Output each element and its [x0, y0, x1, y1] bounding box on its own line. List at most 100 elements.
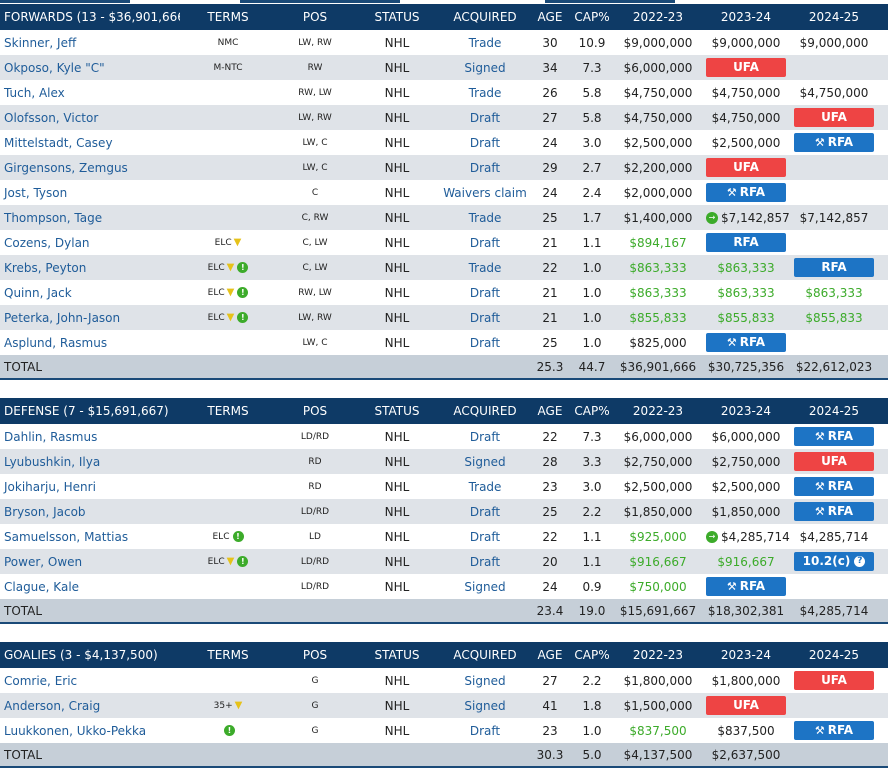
rfa-badge[interactable]: ⚒ RFA	[794, 133, 874, 152]
player-name-link[interactable]: Peterka, John-Jason	[4, 310, 121, 325]
ufa-badge[interactable]: UFA	[706, 158, 786, 177]
header-status[interactable]: STATUS	[374, 648, 420, 662]
rfa-badge[interactable]: ⚒ RFA	[794, 502, 874, 521]
rfa-badge[interactable]: ⚒ RFA	[794, 477, 874, 496]
header-2023-24[interactable]: 2023-24	[720, 648, 772, 662]
header-status[interactable]: STATUS	[374, 10, 420, 24]
header-2024-25[interactable]: 2024-25	[808, 10, 860, 24]
player-name-link[interactable]: Olofsson, Victor	[4, 110, 99, 125]
header-terms[interactable]: TERMS	[207, 404, 249, 418]
ufa-badge[interactable]: UFA	[706, 58, 786, 77]
ufa-badge[interactable]: UFA	[794, 452, 874, 471]
acquired-link[interactable]: Draft	[469, 285, 501, 300]
player-name-link[interactable]: Thompson, Tage	[4, 210, 103, 225]
acquired-link[interactable]: Signed	[464, 60, 506, 75]
question-icon[interactable]: ?	[854, 556, 866, 567]
player-name-link[interactable]: Krebs, Peyton	[4, 260, 87, 275]
acquired-link[interactable]: Draft	[469, 160, 501, 175]
ufa-badge[interactable]: UFA	[794, 108, 874, 127]
player-name-link[interactable]: Anderson, Craig	[4, 698, 101, 713]
player-name-link[interactable]: Comrie, Eric	[4, 673, 78, 688]
rfa-badge[interactable]: RFA	[794, 258, 874, 277]
header-acquired[interactable]: ACQUIRED	[453, 10, 517, 24]
acquired-link[interactable]: Trade	[468, 260, 502, 275]
header-2023-24[interactable]: 2023-24	[720, 404, 772, 418]
acquired-link[interactable]: Trade	[468, 210, 502, 225]
header-status[interactable]: STATUS	[374, 404, 420, 418]
acquired-link[interactable]: Draft	[469, 554, 501, 569]
acquired-link[interactable]: Draft	[469, 529, 501, 544]
header-2022-23[interactable]: 2022-23	[632, 10, 684, 24]
player-name-link[interactable]: Jokiharju, Henri	[4, 479, 96, 494]
info-dot-icon[interactable]: !	[237, 556, 249, 567]
acquired-link[interactable]: Draft	[469, 310, 501, 325]
info-dot-icon[interactable]: !	[224, 725, 235, 736]
trophy-icon[interactable]: ▼	[226, 556, 235, 567]
header-pos[interactable]: POS	[302, 648, 328, 662]
player-name-link[interactable]: Jost, Tyson	[4, 185, 68, 200]
acquired-link[interactable]: Signed	[464, 454, 506, 469]
trophy-icon[interactable]: ▼	[234, 700, 243, 711]
player-name-link[interactable]: Quinn, Jack	[4, 285, 72, 300]
player-name-link[interactable]: Girgensons, Zemgus	[4, 160, 128, 175]
acquired-link[interactable]: Waivers claim	[443, 185, 527, 200]
ufa-badge[interactable]: UFA	[794, 671, 874, 690]
acquired-link[interactable]: Draft	[469, 504, 501, 519]
info-dot-icon[interactable]: !	[237, 287, 249, 298]
header-2023-24[interactable]: 2023-24	[720, 10, 772, 24]
header-cap[interactable]: CAP%	[574, 10, 610, 24]
acquired-link[interactable]: Signed	[464, 579, 506, 594]
header-age[interactable]: AGE	[537, 10, 563, 24]
header-2022-23[interactable]: 2022-23	[632, 648, 684, 662]
header-cap[interactable]: CAP%	[574, 404, 610, 418]
header-terms[interactable]: TERMS	[207, 648, 249, 662]
rfa-badge[interactable]: ⚒ RFA	[706, 333, 786, 352]
header-pos[interactable]: POS	[302, 10, 328, 24]
player-name-link[interactable]: Mittelstadt, Casey	[4, 135, 113, 150]
trophy-icon[interactable]: ▼	[233, 237, 242, 248]
acquired-link[interactable]: Signed	[464, 673, 506, 688]
acquired-link[interactable]: Draft	[469, 135, 501, 150]
player-name-link[interactable]: Clague, Kale	[4, 579, 80, 594]
extension-arrow-icon[interactable]: →	[706, 531, 718, 543]
rfa-badge[interactable]: ⚒ RFA	[794, 721, 874, 740]
player-name-link[interactable]: Luukkonen, Ukko-Pekka	[4, 723, 147, 738]
rfa-badge[interactable]: ⚒ RFA	[706, 577, 786, 596]
acquired-link[interactable]: Draft	[469, 110, 501, 125]
rfa-badge[interactable]: ⚒ RFA	[706, 183, 786, 202]
header-age[interactable]: AGE	[537, 404, 563, 418]
player-name-link[interactable]: Skinner, Jeff	[4, 35, 77, 50]
header-2024-25[interactable]: 2024-25	[808, 404, 860, 418]
header-pos[interactable]: POS	[302, 404, 328, 418]
header-acquired[interactable]: ACQUIRED	[453, 404, 517, 418]
acquired-link[interactable]: Draft	[469, 429, 501, 444]
player-name-link[interactable]: Lyubushkin, Ilya	[4, 454, 101, 469]
acquired-link[interactable]: Signed	[464, 698, 506, 713]
player-name-link[interactable]: Samuelsson, Mattias	[4, 529, 129, 544]
player-name-link[interactable]: Okposo, Kyle "C"	[4, 60, 105, 75]
acquired-link[interactable]: Draft	[469, 723, 501, 738]
header-age[interactable]: AGE	[537, 648, 563, 662]
extension-arrow-icon[interactable]: →	[706, 212, 718, 224]
player-name-link[interactable]: Power, Owen	[4, 554, 83, 569]
info-badge[interactable]: 10.2(c)?	[794, 552, 874, 571]
header-2022-23[interactable]: 2022-23	[632, 404, 684, 418]
trophy-icon[interactable]: ▼	[226, 312, 235, 323]
player-name-link[interactable]: Tuch, Alex	[4, 85, 65, 100]
player-name-link[interactable]: Bryson, Jacob	[4, 504, 86, 519]
header-terms[interactable]: TERMS	[207, 10, 249, 24]
rfa-badge[interactable]: RFA	[706, 233, 786, 252]
acquired-link[interactable]: Draft	[469, 235, 501, 250]
acquired-link[interactable]: Trade	[468, 85, 502, 100]
player-name-link[interactable]: Cozens, Dylan	[4, 235, 90, 250]
info-dot-icon[interactable]: !	[237, 262, 249, 273]
rfa-badge[interactable]: ⚒ RFA	[794, 427, 874, 446]
ufa-badge[interactable]: UFA	[706, 696, 786, 715]
header-acquired[interactable]: ACQUIRED	[453, 648, 517, 662]
info-dot-icon[interactable]: !	[237, 312, 249, 323]
trophy-icon[interactable]: ▼	[226, 262, 235, 273]
info-dot-icon[interactable]: !	[232, 531, 244, 542]
player-name-link[interactable]: Asplund, Rasmus	[4, 335, 108, 350]
header-cap[interactable]: CAP%	[574, 648, 610, 662]
player-name-link[interactable]: Dahlin, Rasmus	[4, 429, 98, 444]
